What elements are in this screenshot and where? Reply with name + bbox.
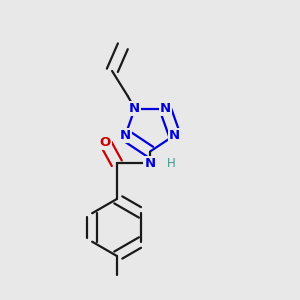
Text: H: H (167, 157, 175, 170)
Text: N: N (169, 129, 180, 142)
Text: O: O (100, 136, 111, 148)
Text: N: N (160, 102, 171, 115)
Text: N: N (129, 102, 140, 115)
Text: N: N (120, 129, 131, 142)
Text: N: N (144, 157, 156, 170)
